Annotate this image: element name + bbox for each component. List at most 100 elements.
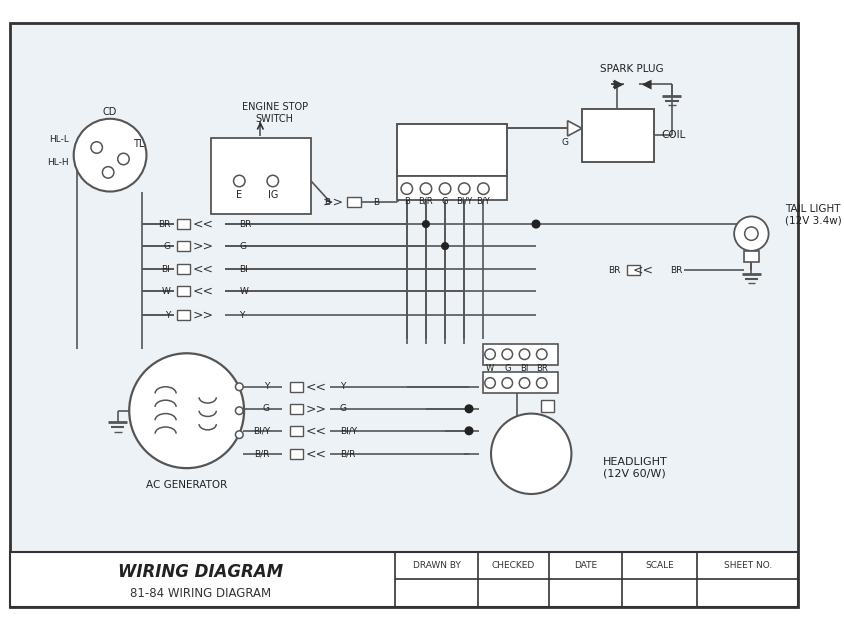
Text: <<: << [633,263,654,277]
Text: >>: >> [192,239,214,253]
Text: <<: << [306,447,327,461]
Bar [541,400,555,411]
Text: Y: Y [165,311,170,319]
Bar [140,200,143,348]
Circle shape [491,413,571,494]
Text: G: G [561,138,568,147]
Text: BR: BR [240,220,252,229]
Text: G: G [240,241,246,251]
Circle shape [458,183,470,195]
Bar [177,219,191,229]
Text: G: G [263,404,270,413]
Text: TAIL LIGHT
(12V 3.4w): TAIL LIGHT (12V 3.4w) [785,203,841,226]
Text: SCALE: SCALE [645,561,674,570]
Text: G: G [441,197,448,205]
Text: B/Y: B/Y [477,197,490,205]
Circle shape [73,119,147,192]
Text: ◀: ◀ [642,78,652,91]
Circle shape [267,175,279,186]
Circle shape [401,183,413,195]
Text: WIRING DIAGRAM: WIRING DIAGRAM [118,563,284,580]
Text: W: W [240,287,248,295]
Polygon shape [568,121,582,136]
Text: B/R: B/R [255,449,270,458]
Text: Y: Y [264,382,270,391]
Text: B/R: B/R [340,449,355,458]
Text: BR: BR [536,364,548,373]
Circle shape [519,378,530,388]
Bar [290,449,304,459]
Text: BI/Y: BI/Y [340,427,357,435]
Bar [177,310,191,320]
Text: BR: BR [158,220,170,229]
Text: >>: >> [192,309,214,321]
Circle shape [537,349,547,360]
Text: SHEET NO.: SHEET NO. [724,561,772,570]
Circle shape [234,175,245,186]
Circle shape [465,427,473,435]
Bar [177,286,191,296]
Circle shape [465,405,473,413]
Text: B/R: B/R [419,197,433,205]
Text: B: B [373,198,380,207]
Text: <<: << [306,425,327,437]
Text: TL: TL [133,139,144,149]
Text: BI/Y: BI/Y [456,197,473,205]
Text: CD: CD [103,107,117,117]
Bar [290,382,304,392]
Text: B: B [403,197,409,205]
Text: HEADLIGHT
(12V 60/W): HEADLIGHT (12V 60/W) [603,457,668,479]
Bar [398,176,507,200]
Text: CHECKED: CHECKED [492,561,535,570]
Text: W: W [486,364,495,373]
Circle shape [102,167,114,178]
Text: G: G [504,364,511,373]
Circle shape [420,183,431,195]
Text: AC GENERATOR: AC GENERATOR [146,480,227,490]
Circle shape [502,349,512,360]
Circle shape [484,378,495,388]
Circle shape [91,142,102,153]
Text: E: E [236,190,242,200]
Circle shape [533,220,540,228]
Text: DRAWN BY: DRAWN BY [413,561,460,570]
Circle shape [502,378,512,388]
Bar [484,344,558,365]
Bar [744,251,759,262]
Text: BI: BI [240,265,248,273]
Circle shape [235,383,243,391]
Bar [398,123,507,176]
Bar [627,265,641,275]
Bar [290,404,304,413]
Text: DATE: DATE [574,561,598,570]
Circle shape [478,183,490,195]
Bar [210,138,311,214]
Text: HL-L: HL-L [49,135,69,144]
Circle shape [537,378,547,388]
Bar [177,241,191,251]
Bar [9,553,798,607]
Circle shape [235,431,243,438]
Text: Y: Y [340,382,345,391]
Text: <<: << [192,217,214,231]
Text: G: G [164,241,170,251]
Text: BR: BR [608,265,620,275]
Text: <<: << [192,263,214,275]
Text: COIL: COIL [662,130,686,140]
Bar [177,264,191,274]
Text: BR: BR [670,265,683,275]
Bar [582,109,654,162]
Text: BI: BI [521,364,528,373]
Circle shape [744,227,758,240]
Circle shape [423,220,430,227]
Text: <<: << [306,381,327,393]
Circle shape [129,353,244,468]
Text: BI: BI [161,265,170,273]
Text: >>: >> [322,195,344,209]
Circle shape [734,217,769,251]
Bar [484,372,558,394]
Bar [348,197,361,207]
Circle shape [441,243,448,249]
Text: BI/Y: BI/Y [253,427,270,435]
Text: HL-H: HL-H [47,158,69,168]
